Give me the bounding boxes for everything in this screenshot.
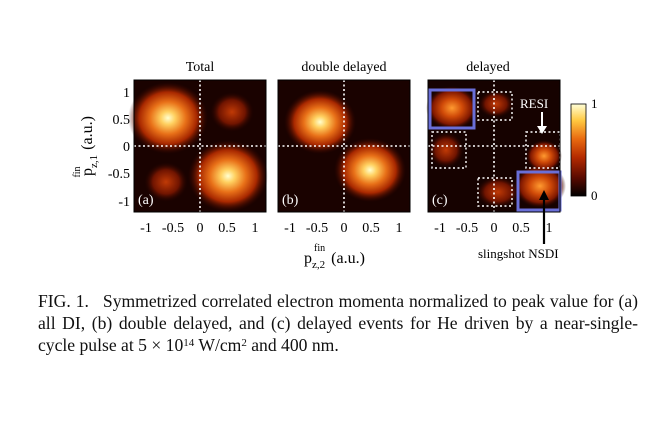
slingshot-arrow-head <box>539 190 549 200</box>
caption-text-1: Symmetrized correlated electron momenta … <box>38 291 638 355</box>
panel-b-frame <box>277 79 411 213</box>
x-axis-label-sub: z,2 <box>312 259 325 271</box>
y-tick-label: -1 <box>118 195 130 210</box>
panel-a-blob-upper-left <box>128 82 208 154</box>
panel-a-frame <box>133 79 267 213</box>
caption-text-2: W/cm <box>194 335 242 355</box>
x-tick-label: -0.5 <box>306 221 328 236</box>
x-axis-label-sup: fin <box>314 243 325 254</box>
resi-label: RESI <box>520 96 548 111</box>
heatmap-panel-a: (a) <box>128 79 268 213</box>
x-tick-label: 1 <box>396 221 403 236</box>
x-axis-label-unit: (a.u.) <box>331 250 365 267</box>
panel-a-label: (a) <box>138 193 154 208</box>
y-axis-label-sub: z,1 <box>88 155 100 168</box>
panel-c-dashed-box-bottom-left <box>477 177 513 207</box>
panel-c-dashed-box-left-mid <box>431 131 467 169</box>
x-axis-ticks-b: -1 -0.5 0 0.5 1 <box>284 221 402 236</box>
panel-c-dashed-box-top-mid <box>477 91 513 121</box>
panel-c-frame <box>427 79 561 213</box>
caption-exponent: 14 <box>183 337 195 349</box>
caption-text-3: and 400 nm. <box>246 335 339 355</box>
x-tick-label: -1 <box>140 221 152 236</box>
slingshot-label: slingshot NSDI <box>478 246 559 261</box>
panel-title-b: double delayed <box>301 60 386 75</box>
heatmap-panel-c: (c) RESI <box>426 79 566 244</box>
x-tick-label: 0 <box>341 221 348 236</box>
panel-c-label: (c) <box>432 193 448 208</box>
panel-c-blob-upper-left <box>426 86 478 130</box>
x-tick-label: -1 <box>284 221 296 236</box>
x-axis-label-main: p <box>304 250 312 267</box>
x-tick-label: -1 <box>434 221 446 236</box>
x-axis-label: pz,2 (a.u.) <box>304 250 365 271</box>
panel-b-blob-lower-right <box>334 138 406 202</box>
panel-c-blob-lower-mid <box>476 176 520 208</box>
panel-c-blob-top-mid <box>478 90 514 118</box>
resi-arrow-head <box>537 126 547 134</box>
panel-c-blob-lower-right <box>514 164 566 208</box>
panel-title-c: delayed <box>466 60 510 75</box>
panel-a-blob-lower-right <box>188 140 268 212</box>
y-tick-label: 0.5 <box>113 113 131 128</box>
panel-b-label: (b) <box>282 193 299 208</box>
y-axis-label-sup: fin <box>72 166 83 177</box>
panel-a-blob-faint-ll <box>144 162 188 202</box>
panel-c-blue-box-upper-left <box>428 88 476 130</box>
x-tick-label: 1 <box>252 221 259 236</box>
x-tick-label: 0.5 <box>512 221 530 236</box>
y-axis-label: pz,1 (a.u.) <box>79 116 100 176</box>
panel-c-dashed-box-resi <box>525 131 561 169</box>
x-tick-label: 1 <box>546 221 553 236</box>
y-tick-label: 0 <box>123 140 130 155</box>
x-axis-ticks-c: -1 -0.5 0 0.5 1 <box>434 221 552 236</box>
x-tick-label: 0 <box>197 221 204 236</box>
panel-b-blob-upper-left <box>284 90 356 154</box>
colorbar: 1 0 <box>570 96 598 203</box>
panel-a-blob-faint-ur <box>210 92 254 132</box>
y-tick-label: 1 <box>123 86 130 101</box>
colorbar-min-label: 0 <box>591 188 598 203</box>
x-tick-label: 0.5 <box>362 221 380 236</box>
x-tick-label: 0 <box>491 221 498 236</box>
y-axis-label-main: p <box>79 168 96 176</box>
caption-exponent-2: 2 <box>241 337 247 349</box>
y-axis-ticks: 1 0.5 0 -0.5 -1 <box>108 86 130 210</box>
panel-c-blob-left-mid <box>428 132 464 168</box>
x-tick-label: 0.5 <box>218 221 236 236</box>
x-tick-label: -0.5 <box>456 221 478 236</box>
panel-c-blob-resi <box>526 140 562 172</box>
x-axis-ticks-a: -1 -0.5 0 0.5 1 <box>140 221 258 236</box>
colorbar-gradient <box>570 103 587 197</box>
panel-title-a: Total <box>186 60 215 75</box>
colorbar-max-label: 1 <box>591 96 598 111</box>
figure-panels: Total double delayed delayed (a) (b) <box>72 60 598 271</box>
y-axis-label-unit: (a.u.) <box>79 116 96 150</box>
x-tick-label: -0.5 <box>162 221 184 236</box>
caption-label: FIG. 1. <box>38 291 89 311</box>
heatmap-panel-b: (b) <box>277 79 411 213</box>
figure-caption: FIG. 1. Symmetrized correlated electron m… <box>38 290 638 356</box>
y-tick-label: -0.5 <box>108 167 130 182</box>
